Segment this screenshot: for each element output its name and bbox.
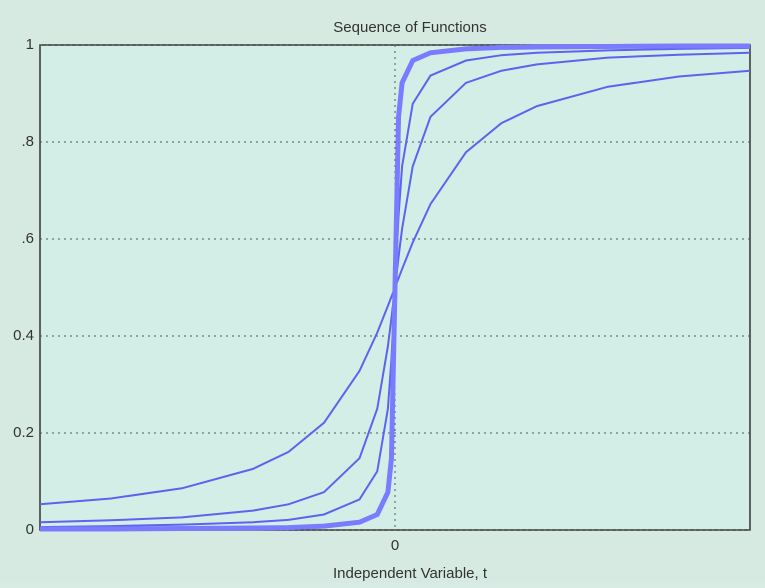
y-tick-label: .6: [21, 230, 34, 247]
y-tick-label: .8: [21, 133, 34, 150]
y-tick-label: 1: [26, 36, 34, 53]
chart: Sequence of Functions Independent Variab…: [0, 0, 765, 583]
y-tick-label: 0.2: [13, 424, 34, 441]
y-tick-label: 0: [26, 521, 34, 538]
x-tick-label: 0: [391, 537, 399, 554]
chart-title: Sequence of Functions: [333, 19, 486, 36]
x-axis-label: Independent Variable, t: [333, 565, 488, 582]
y-tick-label: 0.4: [13, 327, 34, 344]
page: Sequence of Functions Independent Variab…: [0, 0, 765, 583]
